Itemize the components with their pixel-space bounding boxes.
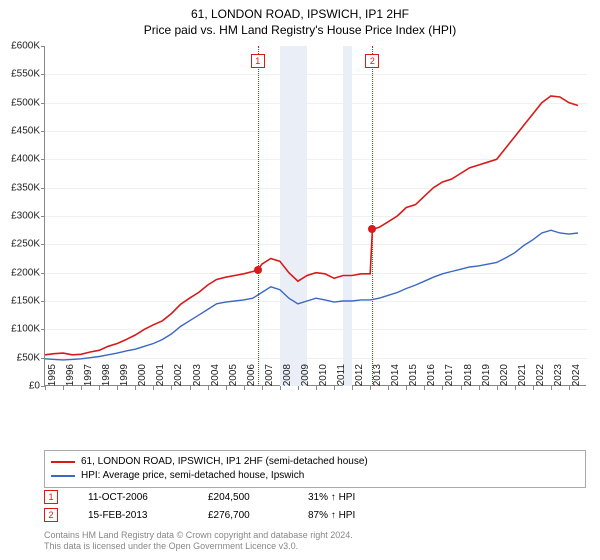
sale-marker-number: 2 bbox=[365, 54, 379, 68]
title-line-1: 61, LONDON ROAD, IPSWICH, IP1 2HF bbox=[0, 6, 600, 22]
y-axis-label: £50K bbox=[17, 352, 40, 363]
x-tick bbox=[352, 386, 353, 390]
x-tick bbox=[244, 386, 245, 390]
x-tick bbox=[81, 386, 82, 390]
x-tick bbox=[569, 386, 570, 390]
title-line-2: Price paid vs. HM Land Registry's House … bbox=[0, 22, 600, 38]
plot-region: 12 bbox=[44, 46, 586, 386]
sale-vs-hpi: 87% ↑ HPI bbox=[308, 510, 388, 521]
y-axis-label: £400K bbox=[11, 154, 40, 165]
sale-price: £276,700 bbox=[208, 510, 278, 521]
footer-line-2: This data is licensed under the Open Gov… bbox=[44, 541, 353, 552]
sale-price: £204,500 bbox=[208, 492, 278, 503]
sale-marker-number: 1 bbox=[251, 54, 265, 68]
x-tick bbox=[479, 386, 480, 390]
sale-number-box: 2 bbox=[44, 508, 58, 522]
y-axis-label: £600K bbox=[11, 41, 40, 52]
chart-container: 61, LONDON ROAD, IPSWICH, IP1 2HF Price … bbox=[0, 0, 600, 560]
x-tick bbox=[190, 386, 191, 390]
sale-dot bbox=[254, 266, 262, 274]
x-tick bbox=[262, 386, 263, 390]
legend-box: 61, LONDON ROAD, IPSWICH, IP1 2HF (semi-… bbox=[44, 450, 586, 488]
x-tick bbox=[316, 386, 317, 390]
chart-lines-svg bbox=[45, 46, 587, 386]
legend-row: 61, LONDON ROAD, IPSWICH, IP1 2HF (semi-… bbox=[51, 455, 579, 469]
legend-swatch bbox=[51, 475, 75, 477]
x-tick bbox=[45, 386, 46, 390]
legend-row: HPI: Average price, semi-detached house,… bbox=[51, 469, 579, 483]
sale-date: 15-FEB-2013 bbox=[88, 510, 178, 521]
legend-label: HPI: Average price, semi-detached house,… bbox=[81, 469, 304, 483]
y-axis-label: £450K bbox=[11, 126, 40, 137]
sale-number-box: 1 bbox=[44, 490, 58, 504]
sale-vs-hpi: 31% ↑ HPI bbox=[308, 492, 388, 503]
y-axis-label: £500K bbox=[11, 97, 40, 108]
x-tick bbox=[533, 386, 534, 390]
x-tick bbox=[208, 386, 209, 390]
x-tick bbox=[461, 386, 462, 390]
y-axis-label: £150K bbox=[11, 296, 40, 307]
legend-swatch bbox=[51, 461, 75, 463]
x-tick bbox=[298, 386, 299, 390]
chart-title: 61, LONDON ROAD, IPSWICH, IP1 2HF Price … bbox=[0, 0, 600, 38]
y-axis-label: £350K bbox=[11, 182, 40, 193]
y-axis-label: £250K bbox=[11, 239, 40, 250]
x-tick bbox=[497, 386, 498, 390]
chart-area: 12 £0£50K£100K£150K£200K£250K£300K£350K£… bbox=[44, 46, 586, 416]
y-axis-label: £0 bbox=[29, 381, 40, 392]
sale-dot bbox=[368, 225, 376, 233]
x-tick bbox=[226, 386, 227, 390]
x-tick bbox=[63, 386, 64, 390]
footer-line-1: Contains HM Land Registry data © Crown c… bbox=[44, 530, 353, 541]
y-axis-label: £300K bbox=[11, 211, 40, 222]
x-tick bbox=[334, 386, 335, 390]
sale-date: 11-OCT-2006 bbox=[88, 492, 178, 503]
y-axis-label: £550K bbox=[11, 69, 40, 80]
footer-attribution: Contains HM Land Registry data © Crown c… bbox=[44, 530, 353, 553]
legend-label: 61, LONDON ROAD, IPSWICH, IP1 2HF (semi-… bbox=[81, 455, 368, 469]
sale-row: 2 15-FEB-2013 £276,700 87% ↑ HPI bbox=[44, 508, 388, 522]
y-axis-label: £200K bbox=[11, 267, 40, 278]
x-tick bbox=[280, 386, 281, 390]
x-tick bbox=[551, 386, 552, 390]
y-axis-label: £100K bbox=[11, 324, 40, 335]
sales-table: 1 11-OCT-2006 £204,500 31% ↑ HPI 2 15-FEB-201… bbox=[44, 490, 388, 526]
series-line bbox=[45, 96, 578, 355]
sale-row: 1 11-OCT-2006 £204,500 31% ↑ HPI bbox=[44, 490, 388, 504]
x-tick bbox=[515, 386, 516, 390]
